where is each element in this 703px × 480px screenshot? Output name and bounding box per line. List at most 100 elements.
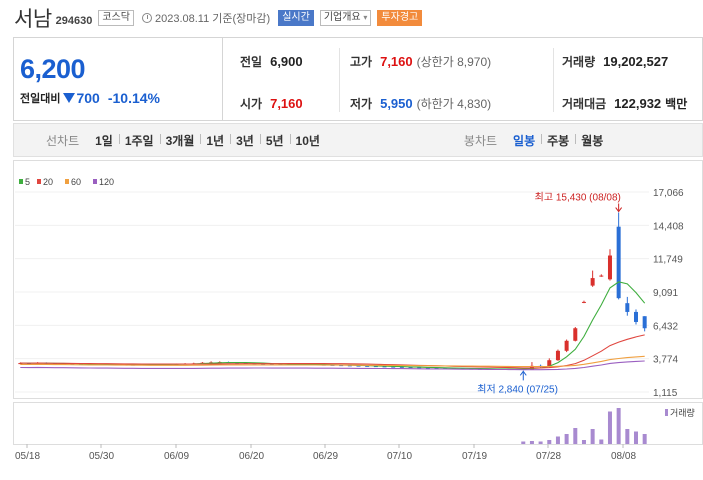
lower-limit: (하한가 4,830) [416,97,492,111]
volume-bar [538,441,543,444]
x-tick-label: 05/30 [89,451,114,462]
tab-line-1[interactable]: 1주일 [118,132,160,149]
candle-body [347,365,352,367]
candle-period-group: 일봉 주봉 월봉 [507,132,609,149]
tab-line-2[interactable]: 3개월 [159,132,201,149]
volume-bar [555,436,560,444]
current-price-box: 6,200 전일대비 700 -10.14% [14,38,223,120]
x-tick-label: 08/08 [611,451,636,462]
legend-swatch-ma20 [37,179,41,184]
candle-body [70,363,75,365]
low-cell: 저가 5,950 (하한가 4,830) [350,95,491,112]
high-cell: 고가 7,160 (상한가 8,970) [350,53,491,70]
investment-warning-badge[interactable]: 투자경고 [377,10,423,26]
open-label: 시가 [240,97,263,111]
high-arrow-head [615,207,623,213]
divider [339,48,340,112]
y-tick-label: 1,115 [653,388,678,399]
candle-body [53,363,58,365]
candle-body [633,311,638,322]
y-tick-label: 9,091 [653,288,678,299]
candle-body [564,340,569,351]
tab-line-4[interactable]: 3년 [230,132,260,149]
legend-label-ma5: 5 [25,177,30,187]
volume-bar [599,439,604,444]
legend-label-ma20: 20 [43,177,53,187]
legend-swatch-ma60 [65,179,69,184]
volume-label: 거래량 [562,55,596,69]
ma20-line [20,334,645,369]
tab-line-0[interactable]: 1일 [95,133,113,148]
open-value: 7,160 [270,96,303,111]
divider [553,48,554,112]
legend-label-ma60: 60 [71,177,81,187]
prev-close-label: 전일 [240,55,263,69]
as-of-date: 2023.08.11 기준(장마감) [141,10,271,26]
stock-header: 서남 294630 코스닥 2023.08.11 기준(장마감) 실시간 기업개… [0,0,703,36]
line-chart-label: 선차트 [46,133,80,148]
tab-line-6[interactable]: 10년 [289,132,326,149]
ma120-line [20,360,645,371]
y-tick-label: 17,066 [653,188,684,199]
high-label: 고가 [350,55,373,69]
candle-body [399,366,404,368]
candle-body [616,226,621,299]
volume-bar [616,408,621,444]
company-info-dropdown[interactable]: 기업개요 ▾ [319,10,372,26]
tab-candle-1[interactable]: 주봉 [541,132,575,149]
clock-icon [141,13,152,23]
prev-close-cell: 전일 6,900 [240,53,303,70]
current-price: 6,200 [20,54,86,84]
candle-body [382,366,387,368]
volume-bar [633,431,638,444]
stats-grid: 전일 6,900 고가 7,160 (상한가 8,970) 거래량 19,202… [223,38,702,120]
candle-body [573,328,578,341]
change-row: 전일대비 700 -10.14% [20,90,222,106]
volume-bar [529,441,534,444]
y-tick-label: 11,749 [653,255,683,266]
candle-body [625,303,630,312]
amount-cell: 거래대금 122,932 백만 [562,95,687,112]
candle-body [391,366,396,368]
price-summary: 6,200 전일대비 700 -10.14% 전일 6,900 고가 7,160… [13,37,703,121]
volume-bar [564,434,569,444]
legend-label-ma120: 120 [99,177,114,187]
candle-body [555,350,560,361]
volume-bar [547,440,552,444]
stock-code: 294630 [55,14,93,27]
change-value: 700 [76,90,100,106]
chart-svg: 5 20 60 120 17,066 14,408 11,749 9,091 6,432 3,77… [13,160,703,462]
volume-bar [581,440,586,444]
y-tick-label: 14,408 [653,221,684,232]
low-label: 저가 [350,97,373,111]
x-tick-label: 07/19 [462,451,487,462]
tab-candle-2[interactable]: 월봉 [575,132,609,149]
volume-cell: 거래량 19,202,527 [562,53,668,70]
volume-bar [590,429,595,444]
x-tick-label: 06/09 [164,451,189,462]
candle-body [599,275,604,277]
candle-body [356,365,361,367]
chevron-down-icon: ▾ [363,13,368,22]
as-of-date-text: 2023.08.11 기준(장마감) [154,13,271,25]
volume-panel-frame [13,402,703,445]
line-period-group: 1일 1주일 3개월 1년 3년 5년 10년 [89,132,326,149]
prev-close-value: 6,900 [270,54,303,69]
tab-line-3[interactable]: 1년 [200,132,230,149]
candle-body [590,278,595,286]
tab-candle-0[interactable]: 일봉 [513,133,536,148]
amount-label: 거래대금 [562,97,607,111]
volume-bar [573,428,578,444]
candle-body [365,365,370,367]
chart-period-tabs: 선차트 1일 1주일 3개월 1년 3년 5년 10년 봉차트 일봉 주봉 월봉 [13,123,703,157]
down-triangle-icon [63,93,76,103]
tab-line-5[interactable]: 5년 [259,132,290,149]
x-tick-label: 06/29 [313,451,338,462]
realtime-button[interactable]: 실시간 [278,10,314,26]
amount-unit: 백만 [665,97,688,111]
high-value: 7,160 [380,54,413,69]
volume-bar [642,434,647,444]
legend-swatch-ma5 [19,179,23,184]
candle-body [607,255,612,280]
volume-legend-swatch [665,409,668,416]
